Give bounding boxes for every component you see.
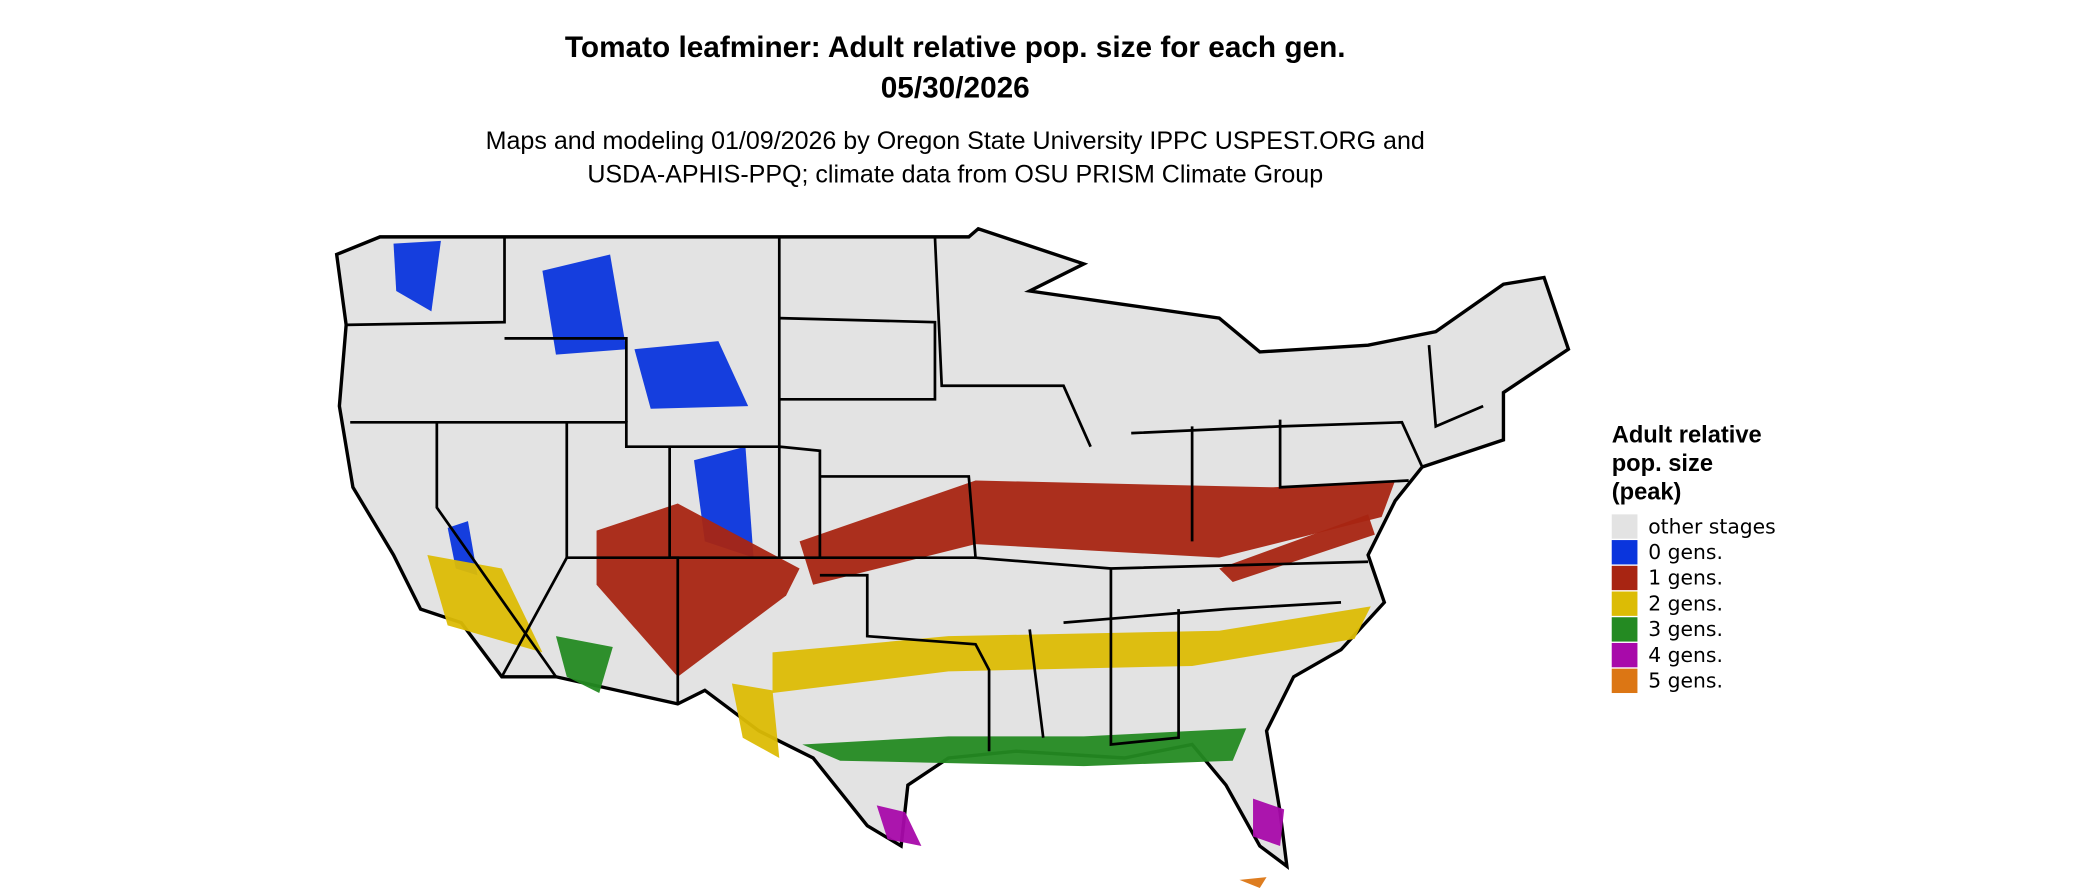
legend-swatch [1611, 642, 1638, 668]
legend-title: Adult relative [1612, 423, 1762, 449]
region [799, 480, 1396, 585]
subtitle: Maps and modeling 01/09/2026 by Oregon S… [486, 127, 1425, 155]
legend-label: 5 gens. [1648, 669, 1723, 693]
region [802, 728, 1247, 767]
legend-title: pop. size [1612, 451, 1713, 477]
us-map [334, 226, 1571, 888]
subtitle: USDA-APHIS-PPQ; climate data from OSU PR… [587, 161, 1323, 189]
region [731, 683, 780, 758]
legend-label: 4 gens. [1648, 643, 1723, 667]
state-borders [346, 236, 1484, 752]
region [634, 341, 749, 409]
region [555, 636, 613, 694]
title: 05/30/2026 [881, 71, 1030, 104]
region [1239, 877, 1267, 888]
legend: Adult relative pop. size (peak) other st… [1611, 423, 1776, 694]
legend-title: (peak) [1612, 479, 1682, 505]
region [1253, 798, 1285, 846]
legend-label: other stages [1648, 514, 1775, 538]
legend-swatch [1611, 617, 1638, 642]
legend-swatch [1611, 565, 1638, 591]
legend-label: 0 gens. [1648, 540, 1723, 564]
region [876, 805, 922, 846]
legend-swatch [1611, 591, 1638, 616]
legend-swatch [1611, 540, 1638, 565]
legend-label: 1 gens. [1648, 566, 1723, 590]
legend-swatch [1611, 514, 1638, 539]
legend-label: 3 gens. [1648, 617, 1723, 641]
region [542, 254, 627, 355]
title: Tomato leafminer: Adult relative pop. si… [565, 31, 1346, 64]
region [427, 554, 543, 653]
legend-label: 2 gens. [1648, 591, 1723, 615]
region [772, 606, 1371, 694]
region [596, 503, 800, 677]
region [393, 240, 441, 312]
legend-swatch [1611, 668, 1638, 694]
